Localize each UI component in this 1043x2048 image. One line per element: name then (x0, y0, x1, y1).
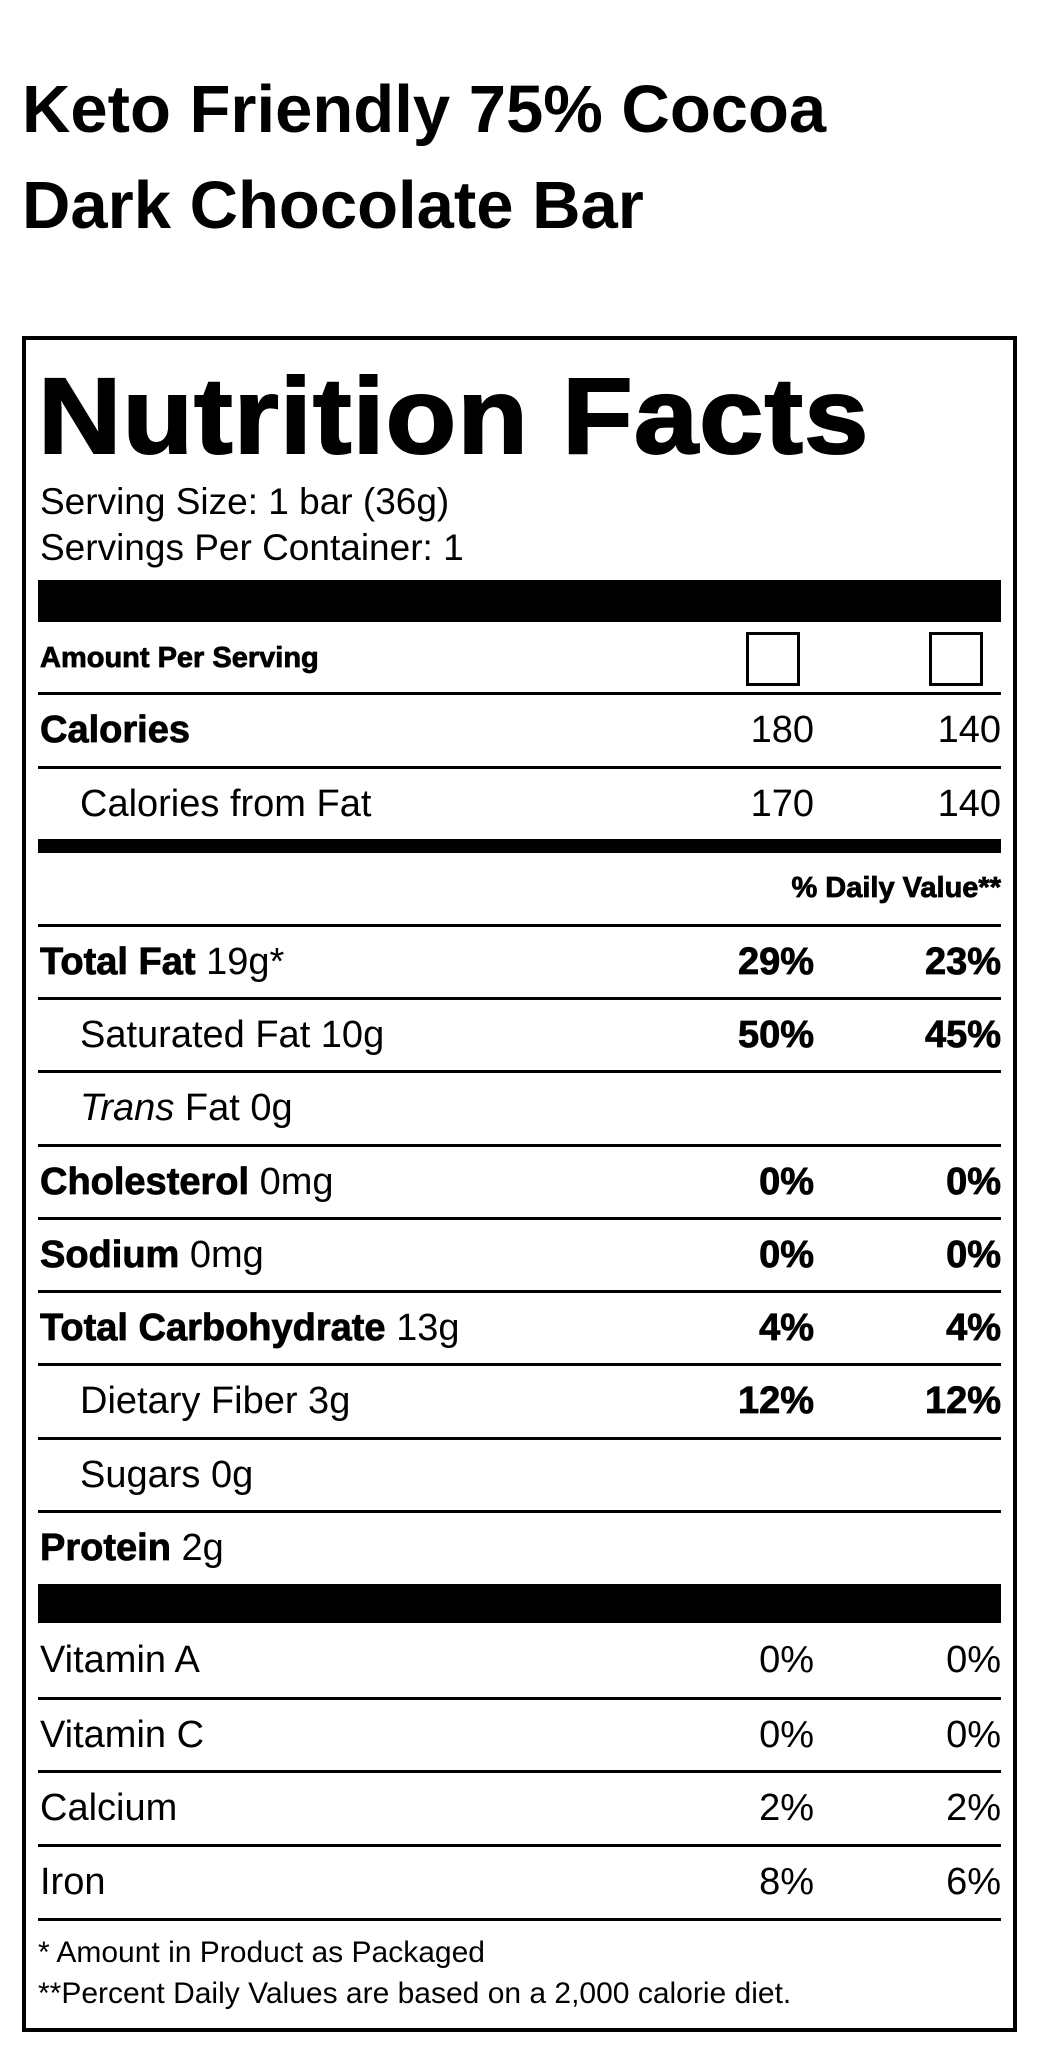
column-1-checkbox[interactable] (746, 632, 800, 686)
nutrient-row: Dietary Fiber 3g 12% 12% (38, 1366, 1001, 1440)
calories-value-1: 180 (750, 709, 814, 751)
nutrient-amount: 19g* (206, 940, 285, 983)
footnote-packaged: * Amount in Product as Packaged (38, 1936, 485, 1969)
nutrient-dv-1: 0% (759, 1233, 815, 1276)
vitamin-dv-1: 0% (759, 1713, 814, 1756)
daily-value-header: % Daily Value** (791, 872, 1001, 905)
nutrient-dv-2: 4% (946, 1306, 1002, 1349)
vitamin-row: Calcium 2% 2% (38, 1773, 1001, 1847)
vitamin-dv-1: 2% (759, 1787, 814, 1829)
nutrient-name: Sugars 0g (80, 1453, 254, 1496)
nutrient-row: Cholesterol 0mg 0% 0% (38, 1147, 1001, 1220)
divider-bar (38, 580, 1001, 622)
nutrient-dv-2: 23% (924, 940, 1002, 983)
product-title-line-1: Keto Friendly 75% Cocoa (22, 72, 827, 147)
calories-from-fat-label: Calories from Fat (80, 782, 372, 825)
divider-thick (38, 839, 1001, 853)
calories-from-fat-row: Calories from Fat 170 140 (38, 769, 1001, 839)
vitamin-dv-2: 6% (946, 1861, 1001, 1903)
nutrient-dv-1: 12% (737, 1380, 815, 1423)
vitamin-dv-1: 0% (759, 1638, 814, 1681)
vitamin-row: Vitamin A 0% 0% (38, 1623, 1001, 1700)
nutrient-amount: 0mg (259, 1160, 334, 1203)
nutrient-name: Saturated Fat 10g (80, 1013, 385, 1056)
nutrient-name: Total Carbohydrate (40, 1306, 386, 1349)
nutrient-dv-1: 50% (737, 1013, 815, 1056)
nutrient-name: Total Fat (40, 940, 196, 983)
amount-per-serving-row: Amount Per Serving (38, 625, 1001, 695)
nutrient-amount: 2g (181, 1527, 224, 1569)
calories-label: Calories (40, 709, 191, 752)
vitamin-dv-1: 8% (759, 1861, 814, 1903)
calories-row: Calories 180 140 (38, 695, 1001, 769)
calories-from-fat-value-2: 140 (937, 782, 1001, 825)
vitamin-dv-2: 0% (946, 1638, 1001, 1681)
vitamin-dv-2: 2% (946, 1787, 1001, 1829)
nutrient-dv-2: 0% (946, 1233, 1002, 1276)
vitamin-name: Iron (40, 1861, 106, 1903)
nutrient-name: Dietary Fiber 3g (80, 1380, 351, 1422)
nutrient-dv-1: 4% (759, 1306, 815, 1349)
amount-per-serving-label: Amount Per Serving (40, 642, 320, 675)
divider-bar (38, 1584, 1001, 1623)
nutrition-label-border (22, 336, 1017, 2032)
footnote-daily-values: **Percent Daily Values are based on a 2,… (38, 1977, 792, 2010)
nutrient-dv-1: 29% (737, 940, 815, 983)
nutrient-row: Protein 2g (38, 1513, 1001, 1584)
nutrient-row: Total Fat 19g* 29% 23% (38, 927, 1001, 1000)
vitamin-name: Vitamin C (40, 1713, 205, 1756)
column-2-checkbox[interactable] (929, 632, 983, 686)
vitamin-row: Vitamin C 0% 0% (38, 1700, 1001, 1773)
vitamin-row: Iron 8% 6% (38, 1847, 1001, 1921)
nutrient-dv-2: 0% (946, 1160, 1002, 1203)
nutrient-name: Trans (80, 1087, 175, 1129)
nutrient-row: Sugars 0g (38, 1440, 1001, 1513)
nutrition-facts-heading: Nutrition Facts (37, 355, 870, 476)
product-title-line-2: Dark Chocolate Bar (22, 168, 644, 243)
nutrient-row: Total Carbohydrate 13g 4% 4% (38, 1293, 1001, 1366)
nutrient-dv-2: 45% (924, 1013, 1002, 1056)
servings-per-container: Servings Per Container: 1 (40, 527, 464, 568)
vitamin-name: Calcium (40, 1787, 178, 1829)
calories-from-fat-value-1: 170 (750, 782, 814, 825)
serving-size: Serving Size: 1 bar (36g) (40, 481, 450, 522)
calories-value-2: 140 (937, 709, 1001, 751)
nutrient-dv-1: 0% (759, 1160, 815, 1203)
nutrient-amount: 0mg (189, 1233, 264, 1276)
vitamin-name: Vitamin A (40, 1638, 200, 1681)
daily-value-header-row: % Daily Value** (38, 853, 1001, 927)
nutrient-dv-2: 12% (924, 1380, 1002, 1423)
nutrient-row: Sodium 0mg 0% 0% (38, 1220, 1001, 1293)
nutrient-name: Sodium (40, 1233, 180, 1276)
nutrient-row: Trans Fat 0g (38, 1073, 1001, 1147)
vitamin-dv-2: 0% (946, 1713, 1001, 1756)
nutrient-name: Protein (40, 1527, 172, 1570)
nutrient-row: Saturated Fat 10g 50% 45% (38, 1000, 1001, 1073)
nutrient-name: Cholesterol (40, 1160, 250, 1203)
nutrient-amount: Fat 0g (184, 1087, 293, 1129)
nutrient-amount: 13g (396, 1306, 460, 1349)
